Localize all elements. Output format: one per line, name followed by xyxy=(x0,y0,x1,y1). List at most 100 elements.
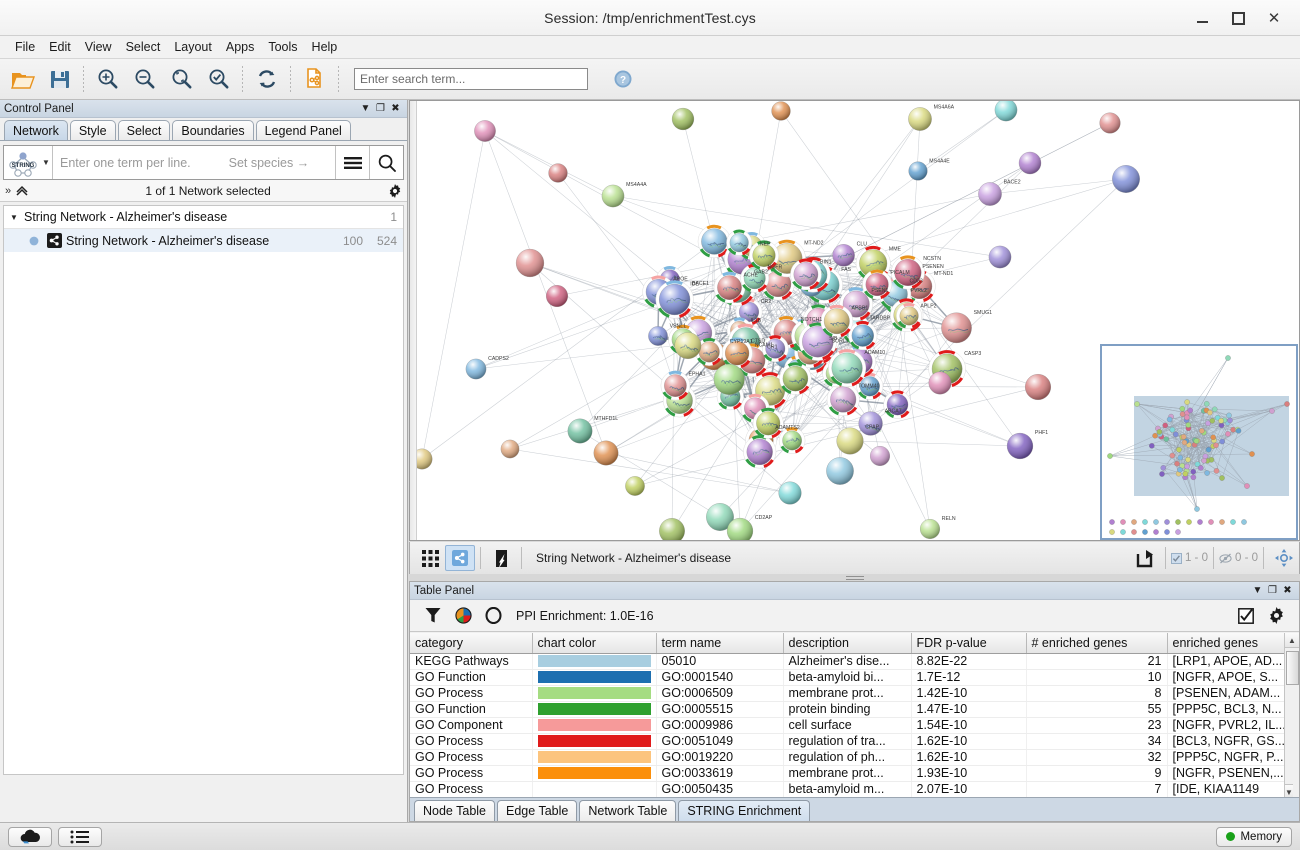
menu-view[interactable]: View xyxy=(84,40,112,54)
cell-enriched-count: 10 xyxy=(1026,669,1168,686)
table-vertical-scrollbar[interactable]: ▲ ▼ xyxy=(1284,633,1299,799)
svg-text:NGFR: NGFR xyxy=(768,265,783,271)
menu-help[interactable]: Help xyxy=(311,40,338,54)
chevron-down-icon[interactable]: ▼ xyxy=(42,158,50,167)
column-fdr-pvalue[interactable]: FDR p-value xyxy=(911,633,1027,654)
tab-node-table[interactable]: Node Table xyxy=(414,800,496,821)
column-chart-color[interactable]: chart color xyxy=(532,633,657,654)
column-enriched-count[interactable]: # enriched genes xyxy=(1026,633,1168,654)
column-term-name[interactable]: term name xyxy=(656,633,784,654)
table-row[interactable]: GO Process GO:0050435 beta-amyloid m... 2.0… xyxy=(410,781,1285,798)
minimize-button[interactable] xyxy=(1184,3,1220,33)
cell-description: protein binding xyxy=(783,701,912,718)
cell-enriched-genes: [PPP5C, BCL3, N... xyxy=(1167,701,1285,718)
export-image-icon[interactable] xyxy=(1130,545,1160,571)
scroll-up-icon[interactable]: ▲ xyxy=(1285,633,1299,648)
control-panel-title: Control Panel xyxy=(4,102,74,115)
grid-layout-icon[interactable] xyxy=(415,545,445,571)
zoom-out-icon[interactable] xyxy=(126,63,163,95)
pie-chart-icon[interactable] xyxy=(448,607,478,624)
column-enriched-genes[interactable]: enriched genes xyxy=(1167,633,1285,654)
table-row[interactable]: GO Process GO:0033619 membrane prot... 1.93… xyxy=(410,765,1285,782)
tab-edge-table[interactable]: Edge Table xyxy=(497,800,578,821)
birds-eye-view[interactable] xyxy=(1100,344,1298,540)
string-term-input[interactable]: Enter one term per line. Set species → xyxy=(53,156,335,170)
cell-chart-color xyxy=(532,717,657,734)
close-icon[interactable]: ✖ xyxy=(391,103,400,114)
chevron-down-icon[interactable]: ▼ xyxy=(1252,585,1263,596)
table-row[interactable]: GO Process GO:0019220 regulation of ph... 1… xyxy=(410,749,1285,766)
restore-icon[interactable]: ❐ xyxy=(376,103,385,114)
menu-apps[interactable]: Apps xyxy=(225,40,255,54)
tab-legend-panel[interactable]: Legend Panel xyxy=(255,120,351,140)
menu-layout[interactable]: Layout xyxy=(174,40,212,54)
donut-chart-icon[interactable] xyxy=(478,607,508,624)
svg-text:CD33: CD33 xyxy=(910,279,923,285)
cell-enriched-genes: [BCL3, NGFR, GS... xyxy=(1167,733,1285,750)
tab-boundaries[interactable]: Boundaries xyxy=(172,120,254,140)
list-icon[interactable] xyxy=(58,826,102,847)
zoom-fit-icon[interactable] xyxy=(163,63,200,95)
cloud-icon[interactable] xyxy=(8,826,52,847)
network-graph[interactable]: MT-ND2 MT-ND1 VSNL1 GAB2 ADAMTS2 PVRL2 TOMM40 S… xyxy=(410,101,1299,540)
filter-icon[interactable] xyxy=(418,607,448,624)
zoom-in-icon[interactable] xyxy=(89,63,126,95)
export-network-icon[interactable] xyxy=(296,63,333,95)
help-icon[interactable]: ? xyxy=(604,63,641,95)
enrichment-table[interactable]: category chart color term name descripti… xyxy=(410,633,1299,799)
chevron-down-icon[interactable]: ▼ xyxy=(10,212,18,222)
cell-category: GO Process xyxy=(410,765,533,782)
tab-network-table[interactable]: Network Table xyxy=(579,800,677,821)
table-row[interactable]: GO Process GO:0006509 membrane prot... 1.42… xyxy=(410,685,1285,702)
close-icon[interactable]: ✖ xyxy=(1283,585,1292,596)
open-folder-icon[interactable] xyxy=(4,63,41,95)
close-button[interactable]: ✕ xyxy=(1267,10,1281,27)
menu-file[interactable]: File xyxy=(15,40,36,54)
control-panel-header: Control Panel ▼ ❐ ✖ xyxy=(0,100,407,118)
zoom-selected-icon[interactable] xyxy=(200,63,237,95)
chevron-down-icon[interactable]: ▼ xyxy=(360,103,371,114)
column-description[interactable]: description xyxy=(783,633,912,654)
fit-content-icon[interactable] xyxy=(1269,545,1299,571)
tree-root-row[interactable]: ▼ String Network - Alzheimer's disease 1 xyxy=(4,206,403,229)
tree-child-nodes: 100 xyxy=(342,233,363,248)
tab-string-enrichment[interactable]: STRING Enrichment xyxy=(678,800,811,821)
annotation-icon[interactable] xyxy=(486,545,516,571)
search-icon[interactable] xyxy=(370,146,403,179)
search-input[interactable]: Enter search term... xyxy=(354,68,588,90)
maximize-button[interactable] xyxy=(1220,3,1256,33)
refresh-icon[interactable] xyxy=(248,63,285,95)
svg-text:EPHA1: EPHA1 xyxy=(689,371,706,377)
table-row[interactable]: GO Function GO:0005515 protein binding 1.47… xyxy=(410,701,1285,718)
panel-splitter[interactable] xyxy=(409,574,1300,581)
table-row[interactable]: GO Function GO:0001540 beta-amyloid bi... 1… xyxy=(410,669,1285,686)
tab-select[interactable]: Select xyxy=(117,120,171,140)
menu-edit[interactable]: Edit xyxy=(49,40,71,54)
column-category[interactable]: category xyxy=(410,633,533,654)
checkbox-icon[interactable] xyxy=(1231,607,1261,624)
cell-fdr-pvalue: 1.42E-10 xyxy=(911,685,1027,702)
set-species-link[interactable]: Set species → xyxy=(228,155,310,170)
memory-indicator[interactable]: Memory xyxy=(1216,826,1292,847)
gear-icon[interactable] xyxy=(388,183,402,198)
svg-text:NCSTN: NCSTN xyxy=(923,256,941,262)
hamburger-icon[interactable] xyxy=(336,146,369,179)
gear-icon[interactable] xyxy=(1261,607,1291,624)
menu-select[interactable]: Select xyxy=(125,40,161,54)
tree-child-row[interactable]: String Network - Alzheimer's disease 100… xyxy=(4,229,403,252)
scroll-thumb[interactable] xyxy=(1286,651,1299,685)
restore-icon[interactable]: ❐ xyxy=(1268,585,1277,596)
string-logo-icon[interactable]: STRING xyxy=(4,146,42,179)
table-row[interactable]: GO Process GO:0051049 regulation of tra...… xyxy=(410,733,1285,750)
share-network-icon[interactable] xyxy=(445,545,475,571)
expand-all-icon[interactable] xyxy=(16,185,28,196)
table-row[interactable]: GO Component GO:0009986 cell surface 1.54E-… xyxy=(410,717,1285,734)
scroll-down-icon[interactable]: ▼ xyxy=(1285,784,1293,799)
tab-network[interactable]: Network xyxy=(4,120,68,140)
table-row[interactable]: KEGG Pathways 05010 Alzheimer's dise... 8.8… xyxy=(410,653,1285,670)
collapse-all-icon[interactable]: » xyxy=(5,184,12,197)
save-icon[interactable] xyxy=(41,63,78,95)
tab-style[interactable]: Style xyxy=(69,120,116,140)
tree-root-count: 1 xyxy=(390,210,397,224)
menu-tools[interactable]: Tools xyxy=(268,40,298,54)
